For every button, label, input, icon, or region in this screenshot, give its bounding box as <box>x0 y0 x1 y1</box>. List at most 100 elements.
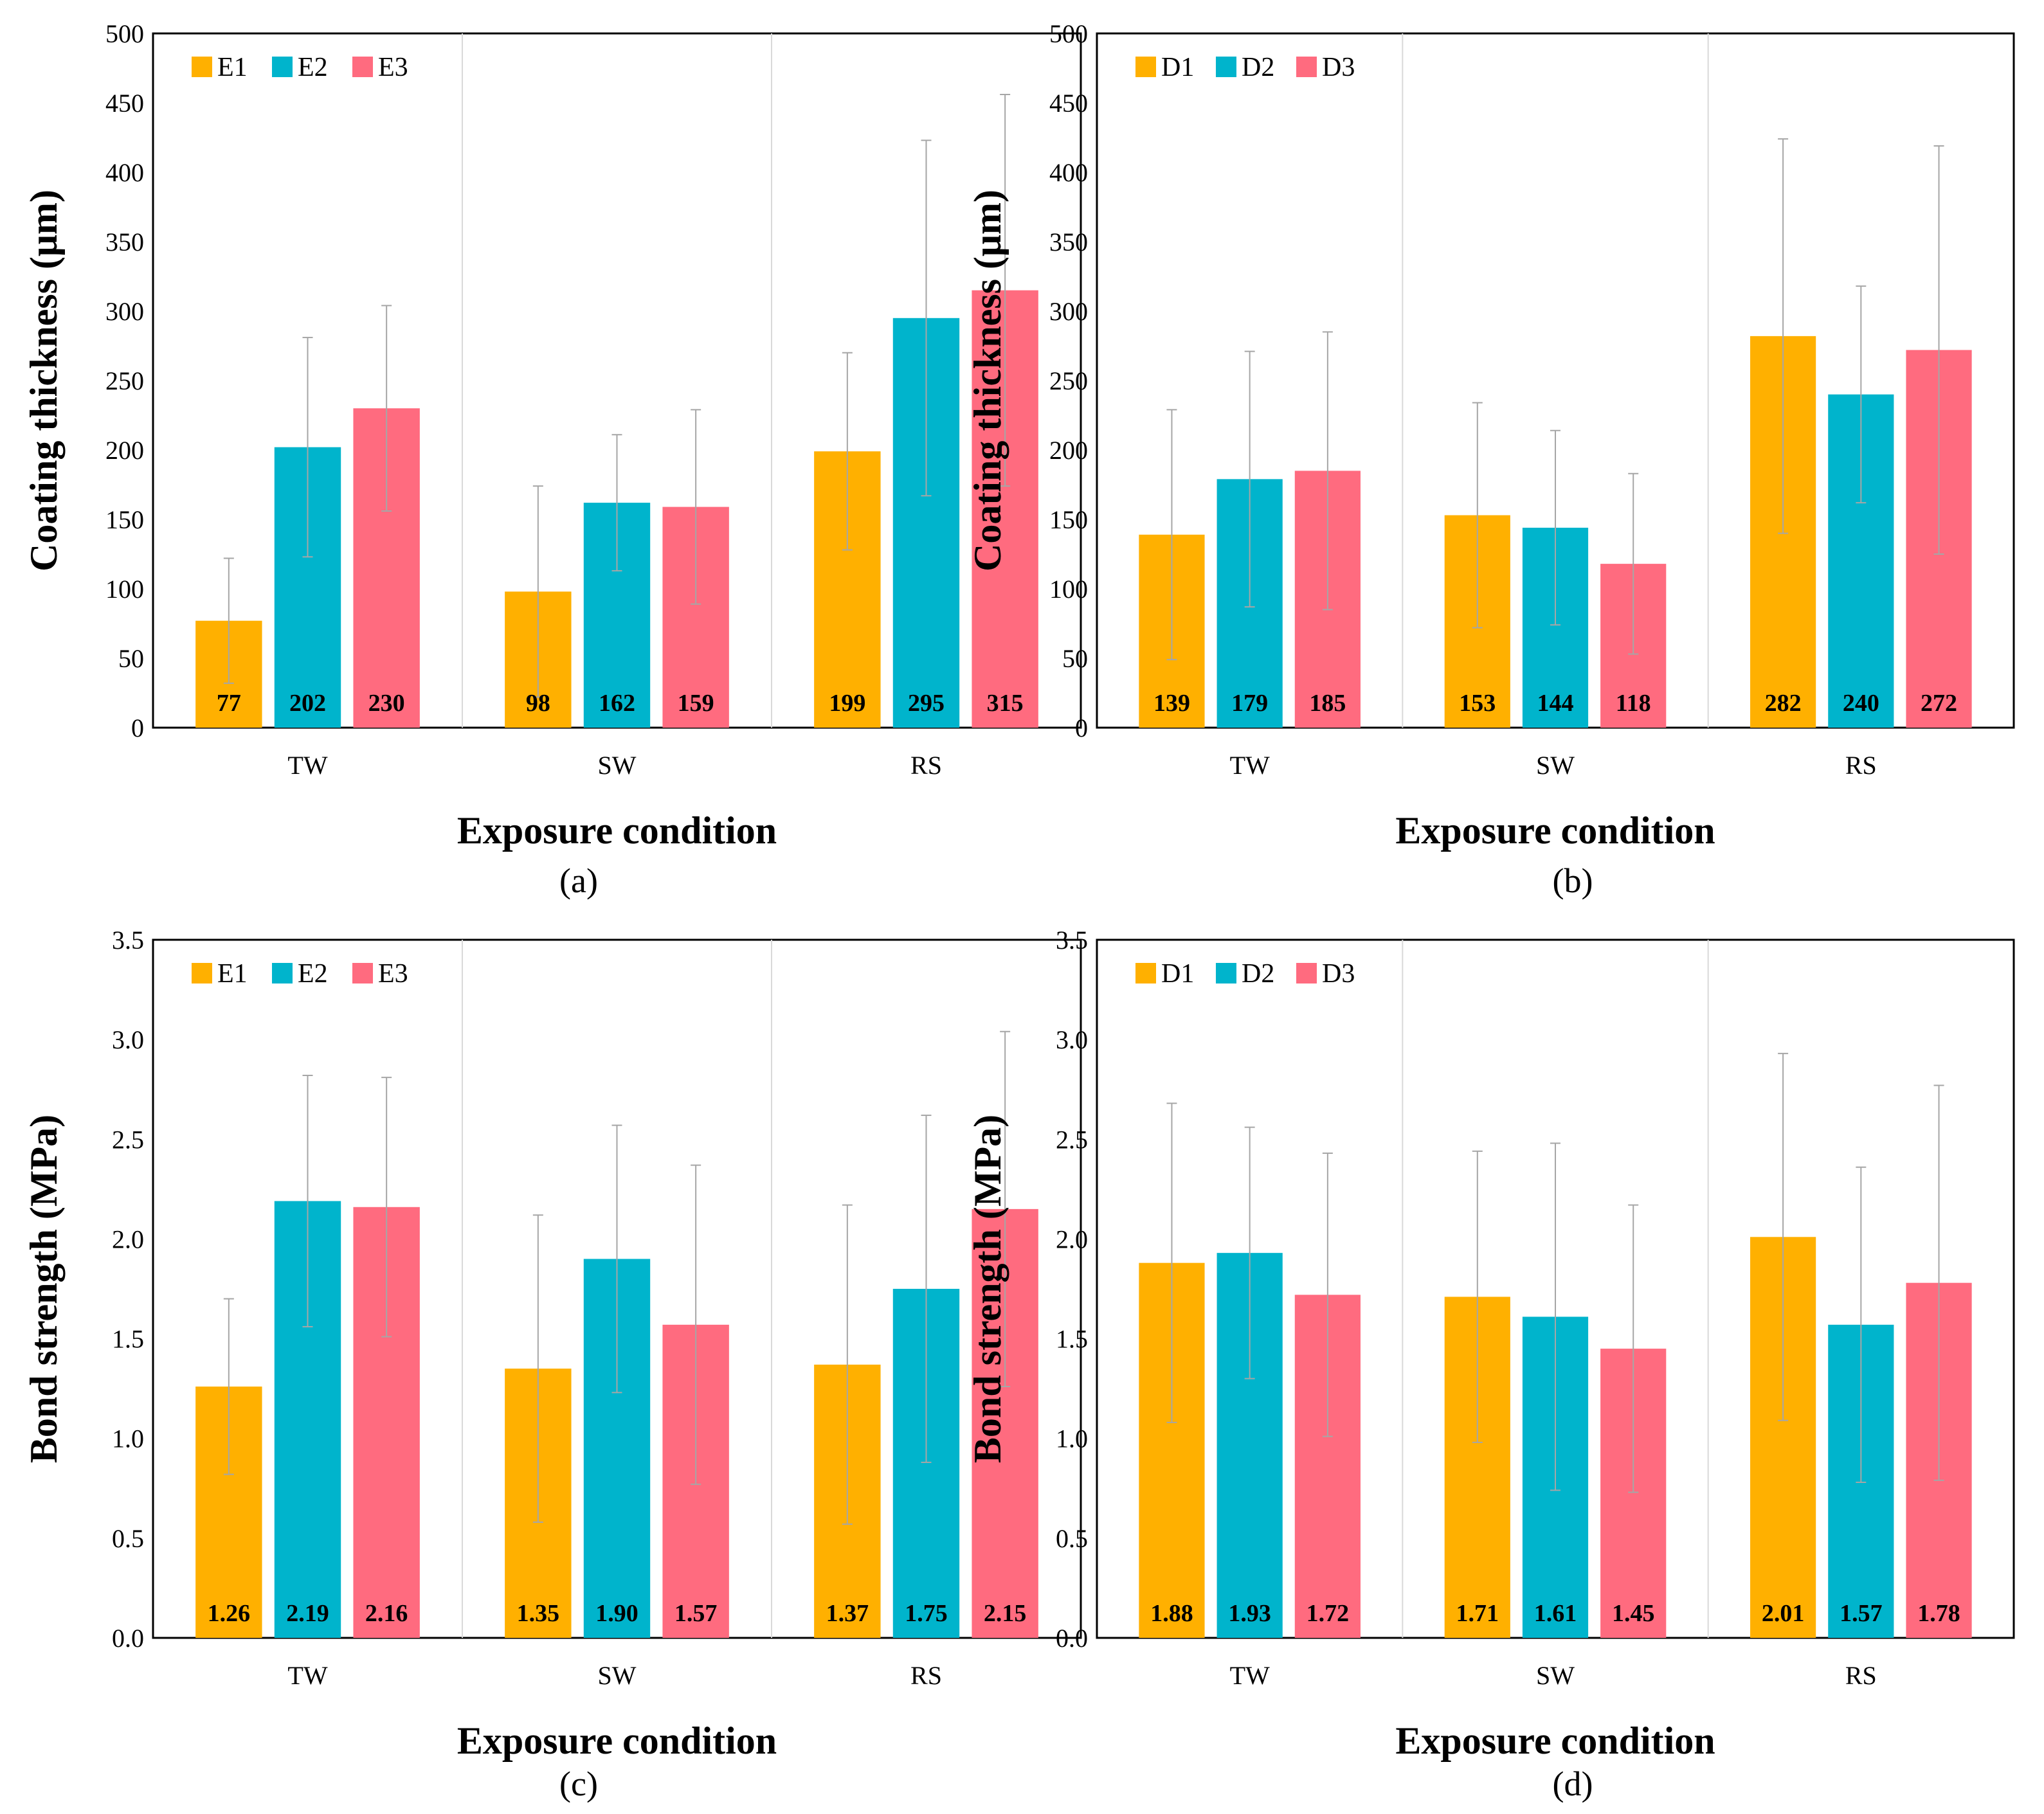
data-label: 118 <box>1616 690 1651 717</box>
y-axis-title: Coating thickness (μm) <box>23 190 65 571</box>
legend-swatch-D2 <box>1216 963 1236 983</box>
y-tick-label: 2.5 <box>112 1125 144 1154</box>
data-label: 1.37 <box>826 1600 869 1627</box>
data-label: 98 <box>526 690 550 717</box>
data-label: 1.61 <box>1534 1600 1577 1627</box>
x-axis-title: Exposure condition <box>1395 809 1715 852</box>
panel-caption: (c) <box>559 1765 598 1803</box>
x-axis-title: Exposure condition <box>457 809 777 852</box>
x-tick-label: RS <box>910 1661 942 1690</box>
data-label: 240 <box>1843 690 1879 717</box>
y-tick-label: 100 <box>105 575 144 604</box>
chart-panel-c: 0.0 0.5 1.0 1.5 2.0 2.5 3.0 3.5 TW SW RS 1.26 1.35 1.… <box>23 926 1082 1803</box>
x-tick-label: RS <box>1845 751 1877 780</box>
data-label: 1.90 <box>595 1600 638 1627</box>
x-tick-label: TW <box>1230 1661 1270 1690</box>
y-tick-label: 150 <box>1049 505 1088 534</box>
x-axis-title: Exposure condition <box>457 1720 777 1762</box>
legend-swatch-E1 <box>192 57 212 77</box>
y-tick-label: 1.0 <box>1056 1424 1088 1453</box>
legend-swatch-E3 <box>352 963 373 983</box>
legend: E1 E2 E3 <box>192 53 408 82</box>
legend-label: D3 <box>1322 959 1355 989</box>
y-tick-label: 1.5 <box>1056 1325 1088 1354</box>
chart-panel-d: 0.0 0.5 1.0 1.5 2.0 2.5 3.0 3.5 TW SW RS 1.88 1.71 2.… <box>966 926 2015 1803</box>
legend: D1 D2 D3 <box>1135 959 1355 989</box>
y-tick-label: 200 <box>105 436 144 465</box>
y-tick-label: 1.5 <box>112 1325 144 1354</box>
y-tick-label: 0.5 <box>112 1524 144 1553</box>
y-tick-label: 2.0 <box>1056 1225 1088 1253</box>
y-tick-label: 350 <box>1049 228 1088 256</box>
y-axis-title: Bond strength (MPa) <box>966 1115 1009 1463</box>
legend-label: E3 <box>378 53 408 82</box>
legend-swatch-D1 <box>1135 963 1156 983</box>
data-label: 272 <box>1921 690 1957 717</box>
legend: D1 D2 D3 <box>1135 53 1355 82</box>
data-label: 1.72 <box>1307 1600 1350 1627</box>
data-label: 2.19 <box>286 1600 329 1627</box>
x-axis-title: Exposure condition <box>1395 1720 1715 1762</box>
data-label: 77 <box>217 690 241 717</box>
y-tick-label: 500 <box>105 19 144 48</box>
y-tick-label: 3.0 <box>1056 1025 1088 1054</box>
data-label: 1.88 <box>1150 1600 1193 1627</box>
chart-panel-a: 0 50 100 150 200 250 300 350 400 450 500 TW SW RS 77 98… <box>23 19 1082 900</box>
data-label: 1.57 <box>1840 1600 1883 1627</box>
y-tick-label: 300 <box>105 297 144 326</box>
x-tick-label: SW <box>598 1661 637 1690</box>
y-tick-label: 2.0 <box>112 1225 144 1253</box>
x-tick-label: TW <box>287 751 327 780</box>
legend: E1 E2 E3 <box>192 959 408 989</box>
data-label: 199 <box>829 690 865 717</box>
y-tick-label: 3.5 <box>112 926 144 955</box>
legend-swatch-E2 <box>272 57 293 77</box>
legend-swatch-E1 <box>192 963 212 983</box>
legend-label: D2 <box>1242 959 1274 989</box>
y-tick-label: 300 <box>1049 297 1088 326</box>
x-tick-label: SW <box>598 751 637 780</box>
y-tick-label: 150 <box>105 505 144 534</box>
y-tick-label: 3.0 <box>112 1025 144 1054</box>
data-label: 1.93 <box>1228 1600 1271 1627</box>
data-label: 282 <box>1765 690 1802 717</box>
data-label: 315 <box>987 690 1024 717</box>
y-tick-label: 200 <box>1049 436 1088 465</box>
data-label: 1.35 <box>517 1600 560 1627</box>
legend-swatch-E2 <box>272 963 293 983</box>
legend-label: D1 <box>1161 959 1194 989</box>
data-label: 2.01 <box>1762 1600 1805 1627</box>
legend-label: D2 <box>1242 53 1274 82</box>
legend-label: E2 <box>298 53 328 82</box>
y-tick-label: 0.5 <box>1056 1524 1088 1553</box>
panel-caption: (b) <box>1553 861 1593 900</box>
data-label: 295 <box>908 690 945 717</box>
data-label: 185 <box>1309 690 1346 717</box>
y-axis-title: Coating thickness (μm) <box>966 190 1009 571</box>
chart-panel-b: 0 50 100 150 200 250 300 350 400 450 500 TW SW RS 139 1… <box>966 19 2015 900</box>
legend-swatch-D3 <box>1296 57 1317 77</box>
data-label: 1.75 <box>905 1600 948 1627</box>
x-tick-label: RS <box>1845 1661 1877 1690</box>
y-tick-label: 2.5 <box>1056 1125 1088 1154</box>
legend-label: E3 <box>378 959 408 989</box>
y-tick-label: 50 <box>118 644 144 673</box>
legend-label: E1 <box>217 959 248 989</box>
x-tick-label: TW <box>1230 751 1270 780</box>
data-label: 159 <box>678 690 714 717</box>
data-label: 1.26 <box>208 1600 251 1627</box>
data-label: 1.45 <box>1612 1600 1655 1627</box>
y-tick-label: 0 <box>131 714 144 742</box>
x-tick-label: SW <box>1536 1661 1575 1690</box>
data-label: 1.57 <box>674 1600 718 1627</box>
panel-caption: (a) <box>559 861 598 900</box>
legend-swatch-D2 <box>1216 57 1236 77</box>
y-tick-label: 0 <box>1075 714 1088 742</box>
y-tick-label: 400 <box>1049 158 1088 187</box>
y-tick-label: 50 <box>1062 644 1088 673</box>
data-label: 2.15 <box>984 1600 1027 1627</box>
y-tick-label: 100 <box>1049 575 1088 604</box>
data-label: 202 <box>289 690 326 717</box>
y-tick-label: 250 <box>1049 366 1088 395</box>
